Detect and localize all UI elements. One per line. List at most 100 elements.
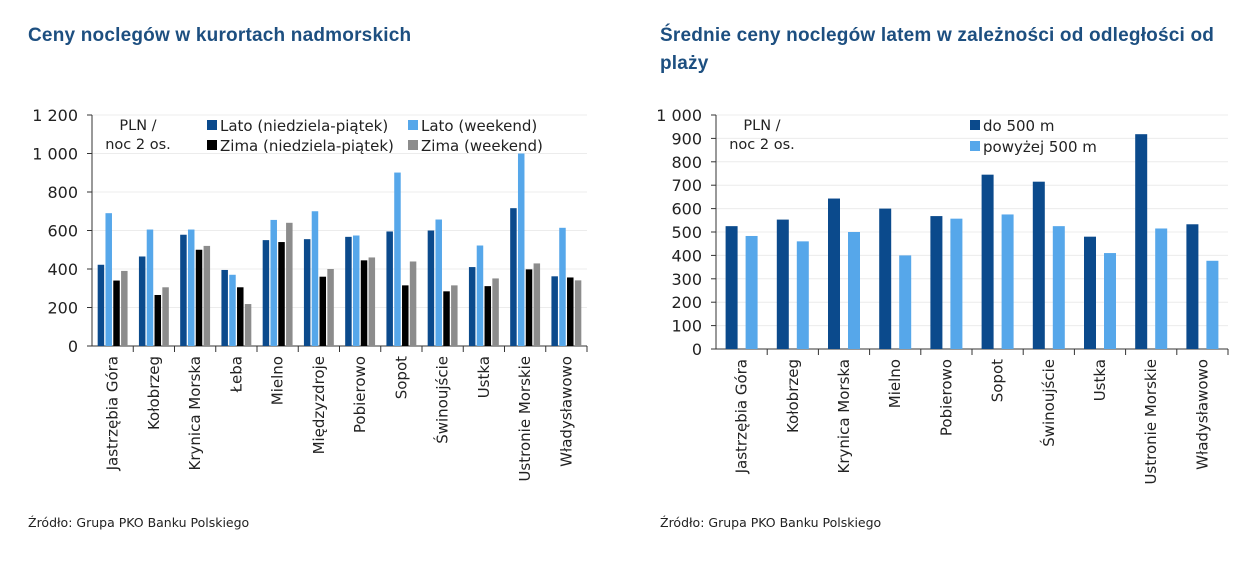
bar-lato-niedziela-pi-tek- <box>551 276 558 346</box>
y-tick-label: 600 <box>671 200 702 219</box>
bar-lato-niedziela-pi-tek- <box>97 264 105 346</box>
bar-lato-weekend- <box>270 219 277 346</box>
bar-lato-weekend- <box>476 245 484 346</box>
unit-label: noc 2 os. <box>105 137 171 153</box>
bar-do-500-m <box>879 208 892 349</box>
y-tick-label: 1 200 <box>32 106 78 125</box>
bar-zima-niedziela-pi-tek- <box>360 260 368 346</box>
source-right: Źródło: Grupa PKO Banku Polskiego <box>660 515 882 530</box>
bar-zima-niedziela-pi-tek- <box>195 249 203 346</box>
bar-lato-niedziela-pi-tek- <box>468 267 476 346</box>
y-tick-label: 400 <box>47 260 78 279</box>
bar-zima-niedziela-pi-tek- <box>154 294 162 346</box>
legend-label: Zima (weekend) <box>421 137 543 155</box>
bar-zima-niedziela-pi-tek- <box>237 287 244 346</box>
unit-label: noc 2 os. <box>729 137 795 153</box>
bar-lato-niedziela-pi-tek- <box>386 231 393 346</box>
y-tick-label: 1 000 <box>656 106 702 125</box>
bar-powy-ej-500-m <box>1155 228 1168 349</box>
x-tick-label: Ustka <box>1091 359 1109 401</box>
bar-lato-weekend- <box>187 229 195 346</box>
bar-do-500-m <box>1084 236 1096 349</box>
legend-swatch <box>970 141 980 151</box>
bar-lato-weekend- <box>105 213 112 346</box>
bar-lato-niedziela-pi-tek- <box>221 269 228 346</box>
bar-zima-weekend- <box>492 278 499 346</box>
x-tick-label: Świnoujście <box>433 356 452 444</box>
x-tick-label: Kołobrzeg <box>145 356 163 430</box>
bar-do-500-m <box>725 226 738 349</box>
y-tick-label: 900 <box>671 129 702 148</box>
bar-lato-niedziela-pi-tek- <box>510 208 517 346</box>
bar-lato-niedziela-pi-tek- <box>138 256 146 346</box>
y-tick-label: 200 <box>671 293 702 312</box>
y-tick-label: 400 <box>671 246 702 265</box>
bar-lato-niedziela-pi-tek- <box>345 236 352 346</box>
legend-swatch <box>970 120 980 130</box>
legend-swatch <box>207 140 217 150</box>
source-left: Źródło: Grupa PKO Banku Polskiego <box>28 515 250 530</box>
bar-powy-ej-500-m <box>1001 214 1014 349</box>
x-tick-label: Mielno <box>886 359 904 408</box>
bar-zima-niedziela-pi-tek- <box>567 277 574 346</box>
bar-do-500-m <box>828 198 840 349</box>
bar-zima-weekend- <box>451 285 458 346</box>
bar-lato-niedziela-pi-tek- <box>180 234 187 346</box>
x-tick-label: Krynica Morska <box>835 359 853 473</box>
bar-lato-weekend- <box>394 172 401 346</box>
bar-zima-weekend- <box>121 270 128 346</box>
legend-label: powyżej 500 m <box>983 138 1097 156</box>
bar-do-500-m <box>1135 134 1148 349</box>
y-tick-label: 1 000 <box>32 145 78 164</box>
bar-zima-weekend- <box>162 287 169 346</box>
legend-label: do 500 m <box>983 117 1054 135</box>
bar-zima-niedziela-pi-tek- <box>278 242 285 346</box>
bar-powy-ej-500-m <box>1104 253 1116 349</box>
unit-label: PLN / <box>119 118 156 134</box>
bar-lato-niedziela-pi-tek- <box>262 240 270 346</box>
y-tick-label: 0 <box>68 337 78 356</box>
bar-lato-weekend- <box>352 235 360 346</box>
bar-zima-niedziela-pi-tek- <box>113 280 120 346</box>
y-tick-label: 800 <box>47 183 78 202</box>
x-tick-label: Władysławowo <box>1193 359 1211 470</box>
bar-lato-weekend- <box>517 153 525 346</box>
x-tick-label: Łeba <box>227 356 245 393</box>
bar-lato-weekend- <box>435 219 442 346</box>
x-tick-label: Międzyzdroje <box>310 356 328 454</box>
legend-label: Lato (niedziela-piątek) <box>220 117 388 135</box>
bar-zima-niedziela-pi-tek- <box>484 286 492 346</box>
bar-zima-weekend- <box>368 257 376 346</box>
chart-title-left: Ceny noclegów w kurortach nadmorskich <box>28 25 412 46</box>
bar-powy-ej-500-m <box>745 235 758 349</box>
y-tick-label: 300 <box>671 270 702 289</box>
bar-zima-weekend- <box>203 245 211 346</box>
x-tick-label: Pobierowo <box>937 359 955 436</box>
bar-lato-weekend- <box>146 229 154 346</box>
bar-do-500-m <box>776 219 789 349</box>
x-tick-label: Władysławowo <box>557 356 575 467</box>
unit-label: PLN / <box>743 118 780 134</box>
x-tick-label: Ustronie Morskie <box>1142 359 1160 485</box>
bar-do-500-m <box>981 174 994 349</box>
x-tick-label: Sopot <box>392 356 410 399</box>
y-tick-label: 200 <box>47 299 78 318</box>
bar-zima-weekend- <box>327 269 334 346</box>
bar-powy-ej-500-m <box>950 218 963 349</box>
bar-zima-weekend- <box>409 261 417 346</box>
y-tick-label: 500 <box>671 223 702 242</box>
bar-zima-niedziela-pi-tek- <box>443 291 450 346</box>
x-tick-label: Mielno <box>269 356 287 405</box>
bar-lato-niedziela-pi-tek- <box>427 230 435 346</box>
bar-do-500-m <box>1032 181 1045 349</box>
legend-swatch <box>207 120 217 130</box>
bar-do-500-m <box>930 216 943 349</box>
bar-lato-weekend- <box>559 227 566 346</box>
x-tick-label: Świnoujście <box>1039 359 1058 447</box>
bar-zima-weekend- <box>286 222 293 346</box>
bar-powy-ej-500-m <box>1206 260 1219 349</box>
y-tick-label: 0 <box>692 340 702 359</box>
x-tick-label: Jastrzębia Góra <box>733 359 751 474</box>
